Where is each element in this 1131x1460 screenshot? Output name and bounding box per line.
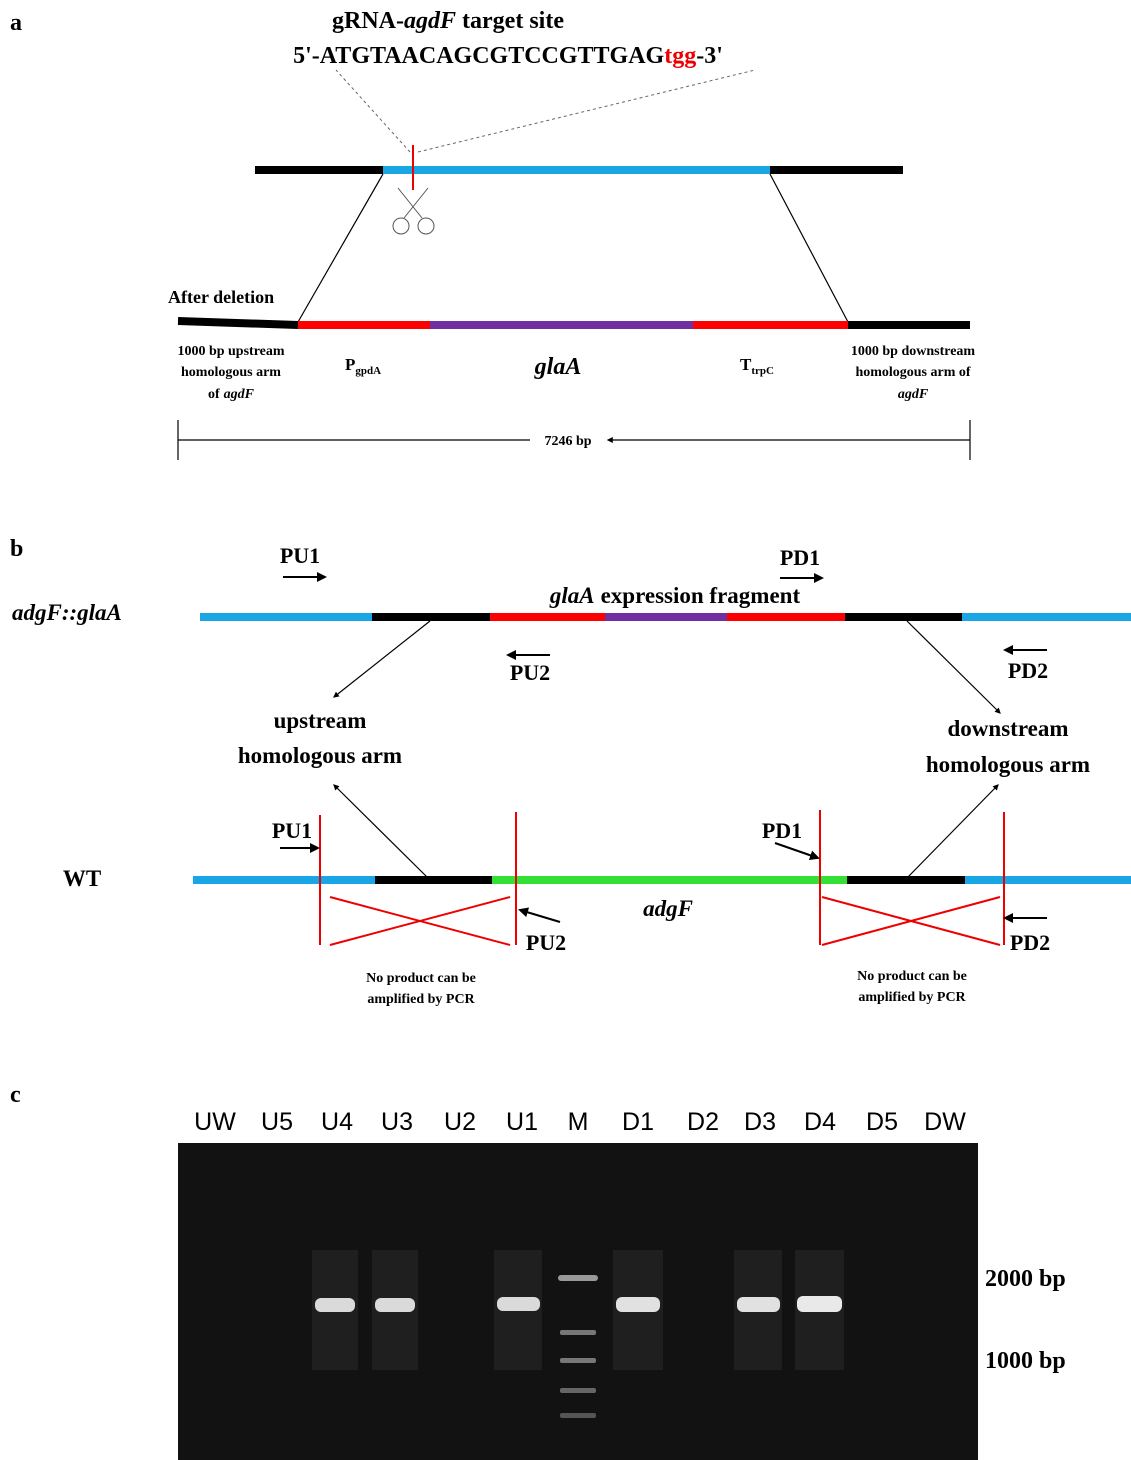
terminator-main: T bbox=[740, 355, 752, 374]
lane-label: D3 bbox=[744, 1108, 776, 1136]
primer-arrow bbox=[520, 910, 560, 922]
title-prefix: gRNA- bbox=[332, 8, 404, 34]
note: amplified by PCR bbox=[858, 990, 966, 1005]
pointer bbox=[334, 621, 430, 697]
lane-label: D5 bbox=[866, 1108, 898, 1136]
primer-label: PD1 bbox=[762, 818, 802, 843]
lane-label: U4 bbox=[321, 1108, 353, 1136]
note: amplified by PCR bbox=[367, 992, 475, 1007]
arm-title: homologous arm bbox=[238, 743, 402, 768]
primer-label: PU2 bbox=[510, 660, 550, 685]
note: No product can be bbox=[366, 971, 476, 986]
primer-arrow bbox=[775, 843, 818, 858]
promoter-label: PgpdA bbox=[345, 355, 381, 377]
terminator-label: TtrpC bbox=[740, 355, 774, 377]
scissors bbox=[393, 188, 434, 234]
primer-label: PU1 bbox=[272, 818, 312, 843]
after-deletion: After deletion bbox=[168, 287, 274, 307]
wt-gene-label: adgF bbox=[643, 896, 693, 921]
panel-label: b bbox=[10, 536, 23, 562]
fragment-gene: glaA bbox=[549, 583, 595, 608]
lane-label: D4 bbox=[804, 1108, 836, 1136]
arm-up bbox=[178, 321, 298, 325]
arm-label: 1000 bp downstream bbox=[851, 344, 976, 359]
wt-label: WT bbox=[63, 866, 101, 891]
gel bbox=[178, 1143, 978, 1460]
arm-title: homologous arm bbox=[926, 752, 1090, 777]
marker-label: 1000 bp bbox=[985, 1348, 1066, 1374]
lane-label: U2 bbox=[444, 1108, 476, 1136]
promoter-main: P bbox=[345, 355, 355, 374]
title-gene: agdF bbox=[404, 8, 456, 34]
lane-label: D1 bbox=[622, 1108, 654, 1136]
arm-title: downstream bbox=[948, 716, 1069, 741]
pointer bbox=[334, 785, 428, 878]
terminator-sub: trpC bbox=[751, 365, 774, 377]
lane-label: M bbox=[568, 1108, 589, 1136]
seq-end: -3' bbox=[696, 43, 723, 69]
guide-line bbox=[770, 174, 848, 322]
sequence: 5'-ATGTAACAGCGTCCGTTGAGtgg-3' bbox=[293, 43, 723, 69]
note: No product can be bbox=[857, 969, 967, 984]
lane-label: UW bbox=[194, 1108, 236, 1136]
fragment-text: expression fragment bbox=[601, 583, 801, 608]
panel-c: c UW U5 U4 U3 U2 U1 M D1 D2 D3 D4 D5 DW 2000 bp 1000… bbox=[10, 1082, 1066, 1460]
marker-label: 2000 bp bbox=[985, 1266, 1066, 1292]
lane-label: DW bbox=[924, 1108, 966, 1136]
title-suffix: target site bbox=[462, 8, 564, 34]
arm-title: upstream bbox=[274, 708, 367, 733]
lane-labels: UW U5 U4 U3 U2 U1 M D1 D2 D3 D4 D5 DW bbox=[194, 1108, 966, 1136]
primer-label: PD2 bbox=[1008, 658, 1048, 683]
seq-pam: tgg bbox=[664, 43, 696, 69]
arm-label: homologous arm of bbox=[855, 365, 970, 380]
pointer bbox=[907, 785, 998, 878]
arm-label: 1000 bp upstream bbox=[177, 344, 284, 359]
lane-label: D2 bbox=[687, 1108, 719, 1136]
arm-label: homologous arm bbox=[181, 365, 281, 380]
primer-label: PU1 bbox=[280, 543, 320, 568]
seq-main: 5'-ATGTAACAGCGTCCGTTGAG bbox=[293, 43, 664, 69]
lane-label: U3 bbox=[381, 1108, 413, 1136]
arm-label-part: of bbox=[208, 387, 220, 402]
pointer bbox=[907, 621, 1000, 713]
gene-label: glaA bbox=[534, 354, 582, 380]
guide-line bbox=[298, 174, 383, 322]
primer-label: PD1 bbox=[780, 545, 820, 570]
promoter-sub: gpdA bbox=[355, 365, 381, 377]
panel-label: c bbox=[10, 1082, 21, 1108]
primer-label: PD2 bbox=[1010, 930, 1050, 955]
lane-label: U5 bbox=[261, 1108, 293, 1136]
zoom-line bbox=[336, 70, 410, 152]
construct-label: adgF::glaA bbox=[12, 600, 122, 625]
lane-label: U1 bbox=[506, 1108, 538, 1136]
arm-label: agdF bbox=[898, 387, 929, 402]
length-label: 7246 bp bbox=[544, 434, 591, 449]
zoom-line bbox=[418, 70, 755, 152]
primer-label: PU2 bbox=[526, 930, 566, 955]
figure: a gRNA-agdFtarget site 5'-ATGTAACAGCGTCC… bbox=[0, 0, 1131, 1460]
panel-label: a bbox=[10, 10, 22, 36]
arm-label-gene: agdF bbox=[224, 387, 255, 402]
